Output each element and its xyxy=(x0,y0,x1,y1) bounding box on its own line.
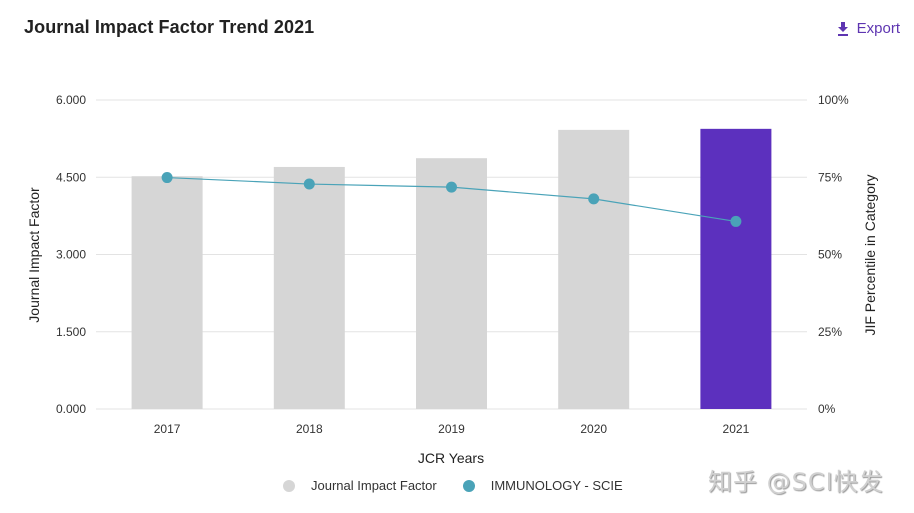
legend-item-jif[interactable]: Journal Impact Factor xyxy=(283,478,437,493)
download-icon xyxy=(837,21,848,36)
bar-2020 xyxy=(558,129,630,409)
legend-swatch-jif xyxy=(283,479,295,492)
percentile-point-2021 xyxy=(730,215,742,227)
x-tick-label: 2019 xyxy=(438,422,465,436)
percentile-point-2020 xyxy=(588,193,600,205)
bar-2019 xyxy=(416,158,487,409)
legend: Journal Impact Factor IMMUNOLOGY - SCIE xyxy=(283,478,649,493)
x-tick-label: 2017 xyxy=(154,422,181,436)
y2-tick-label: 75% xyxy=(818,170,842,184)
x-tick-label: 2021 xyxy=(723,422,750,436)
y-tick-label: 3.000 xyxy=(56,248,86,262)
y-axis-right-ticks: 0% 25% 50% 75% 100% xyxy=(818,93,849,416)
percentile-point-2017 xyxy=(161,172,173,184)
bar-2018 xyxy=(273,166,345,409)
y-axis-label: Journal Impact Factor xyxy=(26,187,42,323)
y2-tick-label: 25% xyxy=(818,325,842,339)
percentile-point-2018 xyxy=(303,178,315,190)
y2-tick-label: 0% xyxy=(818,402,836,416)
y-tick-label: 4.500 xyxy=(56,170,86,184)
x-tick-label: 2018 xyxy=(296,422,323,436)
legend-label-category: IMMUNOLOGY - SCIE xyxy=(490,478,623,493)
y2-tick-label: 50% xyxy=(818,248,842,262)
legend-swatch-category xyxy=(462,479,475,492)
legend-item-category[interactable]: IMMUNOLOGY - SCIE xyxy=(462,478,623,493)
export-label: Export xyxy=(856,20,900,37)
bar-2017 xyxy=(131,176,203,409)
y2-tick-label: 100% xyxy=(818,93,849,107)
y-tick-label: 1.500 xyxy=(56,325,86,339)
percentile-line xyxy=(161,172,742,227)
percentile-point-2019 xyxy=(446,181,457,193)
bars xyxy=(131,128,772,409)
x-tick-label: 2020 xyxy=(580,422,607,436)
legend-label-jif: Journal Impact Factor xyxy=(311,478,437,493)
chart-title: Journal Impact Factor Trend 2021 xyxy=(24,17,315,37)
bar-2021 xyxy=(700,128,772,409)
y-tick-label: 0.000 xyxy=(56,402,86,416)
y-axis-left-ticks: 0.000 1.500 3.000 4.500 6.000 xyxy=(56,93,86,416)
watermark: 知乎 @SCI快发 xyxy=(708,468,884,496)
chart: 0.000 1.500 3.000 4.500 6.000 0% 25% 50% 75% 100… xyxy=(26,93,878,466)
x-axis-ticks: 2017 2018 2019 2020 2021 xyxy=(154,422,750,436)
y-tick-label: 6.000 xyxy=(56,93,86,107)
y2-axis-label: JIF Percentile in Category xyxy=(862,174,878,335)
export-button[interactable]: Export xyxy=(837,20,900,37)
x-axis-label: JCR Years xyxy=(418,450,484,466)
